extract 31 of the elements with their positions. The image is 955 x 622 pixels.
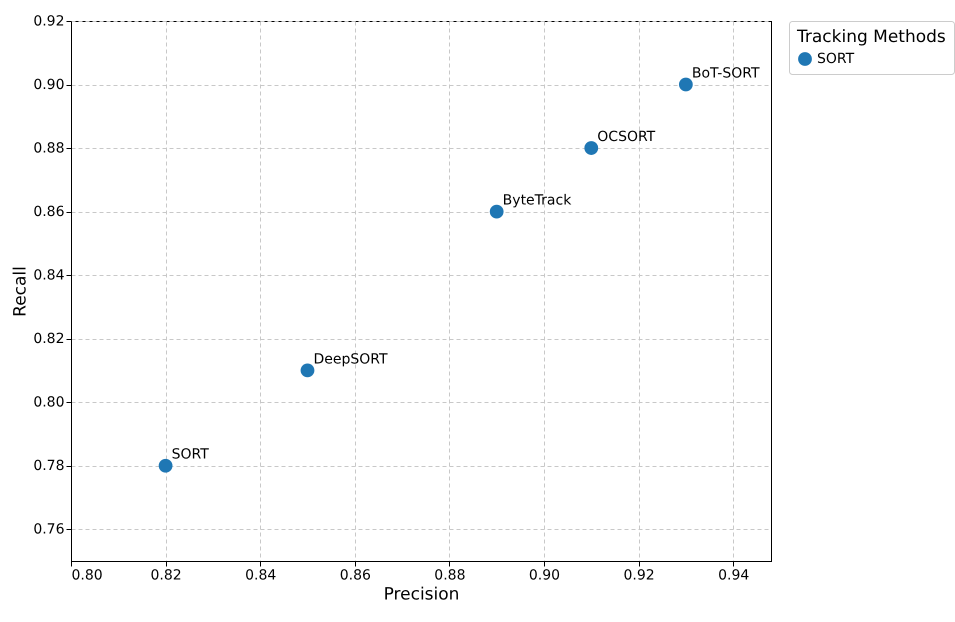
y-axis-title: Recall — [10, 266, 30, 317]
point — [678, 78, 693, 92]
y-tick-label: 0.80 — [33, 394, 64, 411]
point — [158, 458, 172, 473]
annotation: OCSORT — [597, 129, 656, 146]
annotation: BoT-SORT — [692, 66, 760, 82]
annotation: DeepSORT — [313, 351, 388, 368]
point — [584, 141, 598, 155]
point — [300, 364, 314, 378]
x-tick-label: 0.92 — [623, 568, 655, 584]
y-tick-label: 0.92 — [33, 14, 64, 30]
point — [490, 204, 504, 218]
annotation: ByteTrack — [502, 192, 572, 209]
y-tick-label: 0.82 — [33, 331, 64, 348]
annotation: SORT — [172, 446, 210, 463]
x-tick-label: 0.80 — [72, 568, 103, 584]
x-tick-label: 0.88 — [434, 568, 466, 584]
x-tick-label: 0.82 — [150, 568, 182, 584]
y-tick-label: 0.84 — [33, 268, 65, 284]
y-tick-label: 0.76 — [33, 522, 65, 538]
x-tick-label: 0.90 — [528, 568, 560, 584]
y-tick-label: 0.88 — [33, 140, 64, 157]
y-tick-label: 0.78 — [33, 458, 64, 474]
y-tick-label: 0.86 — [33, 204, 65, 220]
x-axis-title: Precision — [384, 584, 460, 604]
legend-title: Tracking Methods — [796, 27, 946, 47]
x-tick-label: 0.94 — [718, 568, 750, 584]
legend-label: SORT — [817, 51, 855, 67]
x-tick-label: 0.84 — [245, 568, 276, 584]
x-tick-label: 0.86 — [340, 568, 371, 584]
y-tick-label: 0.90 — [33, 77, 64, 94]
